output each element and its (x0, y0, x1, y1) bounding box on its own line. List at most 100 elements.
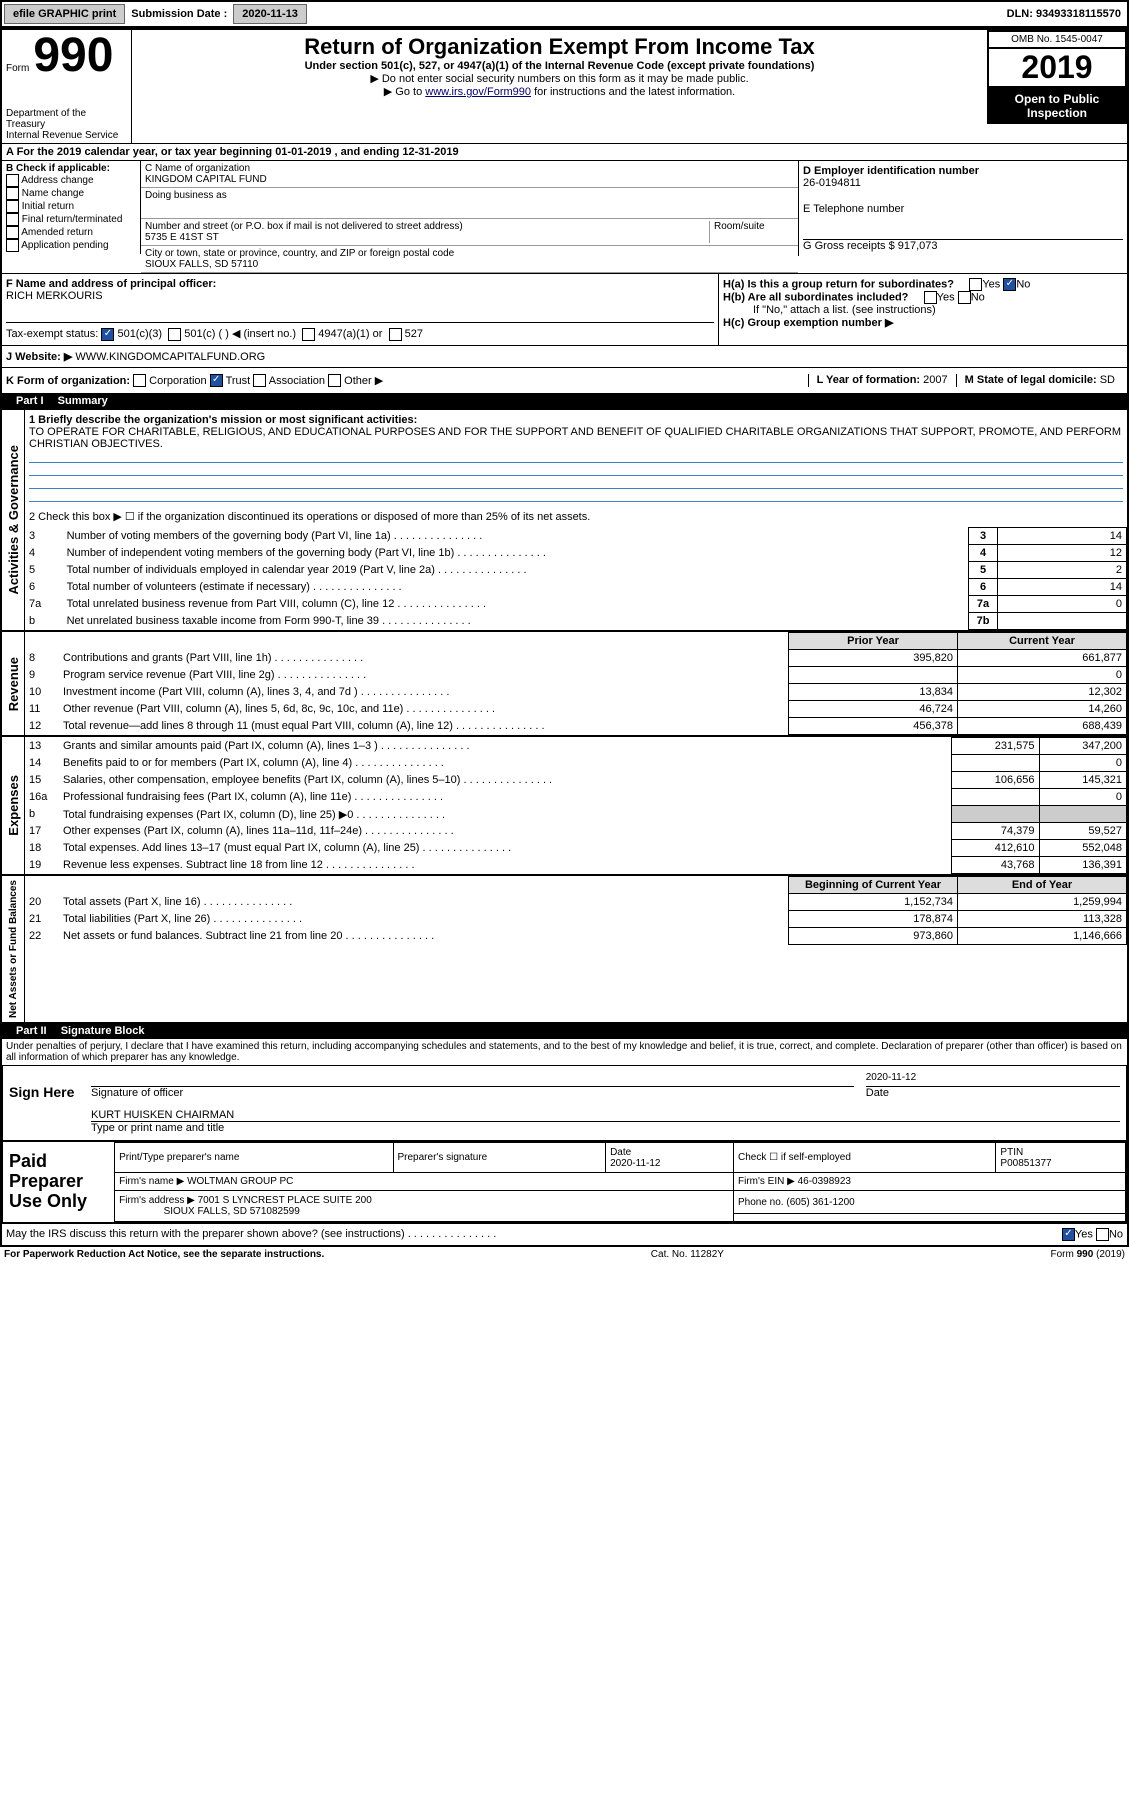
irs-label: Internal Revenue Service (6, 130, 127, 141)
opt-assoc: Association (269, 375, 325, 387)
opt-initial: Initial return (22, 201, 74, 212)
sign-here-label: Sign Here (3, 1066, 85, 1140)
sig-typed-name: KURT HUISKEN CHAIRMAN (91, 1109, 234, 1121)
footer-cat: Cat. No. 11282Y (651, 1249, 724, 1260)
chk-initial[interactable] (6, 200, 19, 213)
ha-yes: Yes (982, 278, 1000, 290)
opt-final: Final return/terminated (22, 214, 123, 225)
lbl-4947: 4947(a)(1) or (318, 328, 382, 340)
prep-sig-label: Preparer's signature (393, 1143, 606, 1173)
form-word: Form (6, 63, 29, 74)
chk-amended[interactable] (6, 226, 19, 239)
ein-value: 26-0194811 (803, 177, 861, 189)
part1-title: Summary (58, 395, 108, 407)
paid-label: Paid Preparer Use Only (3, 1142, 114, 1221)
dln-value: DLN: 93493318115570 (1007, 8, 1127, 20)
chk-assoc[interactable] (253, 374, 266, 387)
chk-501c[interactable] (168, 328, 181, 341)
expenses-table: 13Grants and similar amounts paid (Part … (25, 737, 1127, 874)
instr-ssn: ▶ Do not enter social security numbers o… (136, 72, 983, 85)
firm-ein-label: Firm's EIN ▶ (738, 1176, 795, 1187)
dept-treasury: Department of the Treasury (6, 108, 127, 130)
ha-label: H(a) Is this a group return for subordin… (723, 278, 954, 290)
chk-other[interactable] (328, 374, 341, 387)
chk-corp[interactable] (133, 374, 146, 387)
submission-date-label: Submission Date : (127, 8, 231, 20)
chk-final[interactable] (6, 213, 19, 226)
paid-chk-self: Check ☐ if self-employed (733, 1143, 995, 1173)
part2-header: Part II Signature Block (2, 1023, 1127, 1039)
efile-print-button[interactable]: efile GRAPHIC print (4, 4, 125, 24)
penalties-text: Under penalties of perjury, I declare th… (2, 1039, 1127, 1065)
line2-text: 2 Check this box ▶ ☐ if the organization… (25, 506, 1127, 527)
right-info-column: D Employer identification number 26-0194… (798, 161, 1127, 256)
j-website-label: J Website: ▶ (6, 351, 72, 363)
title-cell: Return of Organization Exempt From Incom… (132, 30, 987, 143)
chk-501c3[interactable]: ✓ (101, 328, 114, 341)
firm-phone-value: (605) 361-1200 (786, 1197, 854, 1208)
governance-label: Activities & Governance (4, 441, 23, 599)
d-ein-label: D Employer identification number (803, 165, 979, 177)
governance-table: 3Number of voting members of the governi… (25, 527, 1127, 630)
irs-link[interactable]: www.irs.gov/Form990 (425, 86, 531, 98)
opt-corp: Corporation (149, 375, 206, 387)
chk-527[interactable] (389, 328, 402, 341)
net-section: Net Assets or Fund Balances Beginning of… (2, 875, 1127, 1023)
sig-date-value: 2020-11-12 (866, 1072, 1120, 1087)
check-b-column: B Check if applicable: Address change Na… (2, 161, 141, 254)
sig-officer-label: Signature of officer (91, 1087, 183, 1099)
header-bar: efile GRAPHIC print Submission Date : 20… (0, 0, 1129, 28)
chk-trust[interactable]: ✓ (210, 374, 223, 387)
chk-discuss-yes[interactable]: ✓ (1062, 1228, 1075, 1241)
chk-ha-no[interactable]: ✓ (1003, 278, 1016, 291)
footer-form: Form 990 (2019) (1051, 1249, 1125, 1260)
net-label: Net Assets or Fund Balances (6, 876, 21, 1022)
lbl-501c: 501(c) ( ) ◀ (insert no.) (184, 328, 296, 340)
g-gross-value: 917,073 (898, 240, 938, 252)
revenue-label: Revenue (4, 653, 23, 715)
chk-pending[interactable] (6, 239, 19, 252)
chk-hb-yes[interactable] (924, 291, 937, 304)
f-officer-label: F Name and address of principal officer: (6, 278, 216, 290)
form-number: 990 (29, 27, 117, 84)
k-form-org-label: K Form of organization: (6, 375, 130, 387)
hb-note: If "No," attach a list. (see instruction… (723, 304, 1123, 316)
revenue-table: Prior YearCurrent Year8Contributions and… (25, 632, 1127, 735)
discuss-no: No (1109, 1228, 1123, 1240)
instr-link-line: ▶ Go to www.irs.gov/Form990 for instruct… (136, 85, 983, 98)
org-name: KINGDOM CAPITAL FUND (145, 174, 267, 185)
chk-address-change[interactable] (6, 174, 19, 187)
footer-pra: For Paperwork Reduction Act Notice, see … (4, 1249, 324, 1260)
chk-ha-yes[interactable] (969, 278, 982, 291)
org-info-column: C Name of organizationKINGDOM CAPITAL FU… (141, 161, 798, 273)
opt-trust: Trust (226, 375, 251, 387)
chk-name-change[interactable] (6, 187, 19, 200)
tax-exempt-label: Tax-exempt status: (6, 328, 98, 340)
g-gross-label: G Gross receipts $ (803, 240, 898, 252)
m-state-label: M State of legal domicile: (965, 374, 1100, 386)
opt-other: Other ▶ (344, 375, 383, 387)
e-phone-label: E Telephone number (803, 203, 1123, 215)
chk-discuss-no[interactable] (1096, 1228, 1109, 1241)
mission-text: TO OPERATE FOR CHARITABLE, RELIGIOUS, AN… (29, 426, 1121, 450)
expenses-label: Expenses (4, 771, 23, 840)
paid-table: Print/Type preparer's namePreparer's sig… (114, 1142, 1126, 1221)
tax-year: 2019 (987, 47, 1127, 88)
firm-addr-label: Firm's address ▶ (119, 1195, 195, 1206)
ptin-label: PTIN (1000, 1147, 1023, 1158)
submission-date-button[interactable]: 2020-11-13 (233, 4, 307, 24)
revenue-section: Revenue Prior YearCurrent Year8Contribut… (2, 631, 1127, 736)
firm-addr1: 7001 S LYNCREST PLACE SUITE 200 (198, 1195, 372, 1206)
form-id-cell: Form990 Department of the Treasury Inter… (2, 30, 132, 143)
chk-4947[interactable] (302, 328, 315, 341)
form-subtitle: Under section 501(c), 527, or 4947(a)(1)… (136, 60, 983, 72)
opt-address: Address change (21, 175, 93, 186)
lbl-501c3: 501(c)(3) (117, 328, 162, 340)
firm-ein-value: 46-0398923 (798, 1176, 851, 1187)
ptin-value: P00851377 (1000, 1158, 1051, 1169)
check-b-label: B Check if applicable: (6, 163, 110, 174)
opt-pending: Application pending (21, 240, 108, 251)
part2-title: Signature Block (61, 1025, 145, 1037)
chk-hb-no[interactable] (958, 291, 971, 304)
year-cell: OMB No. 1545-0047 2019 Open to Public In… (987, 30, 1127, 143)
